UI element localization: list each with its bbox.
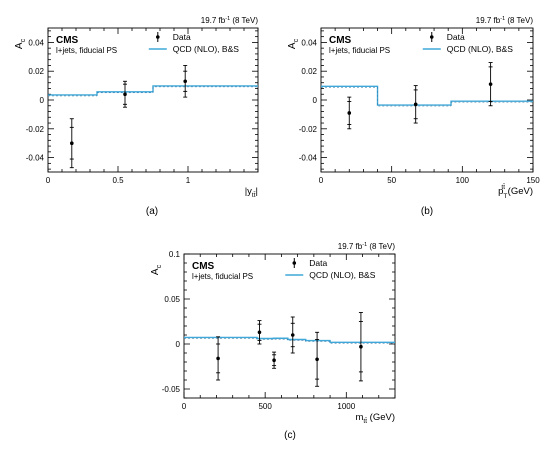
legend-data-marker	[156, 35, 160, 39]
y-tick-label: 0	[176, 340, 181, 349]
legend-data-label: Data	[173, 32, 191, 42]
x-tick-label: 0.5	[112, 176, 124, 185]
data-marker	[123, 92, 127, 97]
cms-sublabel: l+jets, fiducial PS	[56, 46, 117, 55]
data-point	[290, 316, 295, 354]
data-point	[123, 80, 127, 108]
x-tick-label: 1	[186, 176, 191, 185]
data-point	[216, 336, 221, 381]
legend-qcd-label: QCD (NLO), B&S	[173, 44, 239, 54]
qcd-step-curve	[184, 336, 395, 343]
x-tick-label: 500	[258, 402, 272, 411]
legend-data-label: Data	[309, 258, 327, 268]
y-tick-label: -0.04	[299, 154, 318, 163]
data-marker	[347, 111, 352, 115]
panel-caption: (b)	[421, 206, 433, 217]
data-point	[315, 331, 320, 387]
x-axis-label: mtt̄ (GeV)	[355, 412, 395, 425]
legend-data-marker	[429, 35, 434, 39]
legend-data-label: Data	[447, 32, 465, 42]
data-point	[272, 351, 277, 369]
x-tick-label: 150	[526, 176, 540, 185]
data-marker	[290, 333, 295, 337]
x-tick-label: 0	[182, 402, 187, 411]
data-marker	[183, 79, 187, 84]
legend-data-marker	[292, 261, 297, 265]
chart-panel-1: -0.04 -0.02 0 0.02 0.04 0 0.5 1 19.7 fb-1 (8 TeV…	[14, 16, 259, 217]
y-tick-label: -0.05	[162, 385, 181, 394]
data-marker	[413, 102, 418, 107]
qcd-uncertainty-band	[184, 338, 395, 344]
data-point	[347, 96, 352, 130]
data-marker	[488, 82, 493, 86]
cms-label: CMS	[329, 35, 352, 46]
data-marker	[359, 344, 363, 349]
lumi-header: 19.7 fb-1 (8 TeV)	[201, 16, 259, 25]
y-tick-label: 0.02	[301, 67, 317, 76]
data-marker	[216, 356, 220, 361]
qcd-step-curve	[321, 85, 533, 106]
data-point	[488, 62, 493, 107]
data-point	[413, 85, 418, 124]
y-axis-label: Ac	[14, 38, 27, 49]
panel-caption: (a)	[146, 206, 158, 217]
x-axis-label: |ytt̄|	[245, 186, 258, 199]
y-tick-label: 0.04	[28, 38, 44, 47]
y-axis-label: Ac	[287, 38, 300, 49]
x-tick-label: 0	[46, 176, 51, 185]
y-tick-label: -0.02	[299, 125, 318, 134]
x-tick-label: 50	[387, 176, 396, 185]
lumi-header: 19.7 fb-1 (8 TeV)	[338, 242, 396, 251]
y-tick-label: 0.02	[28, 67, 44, 76]
panel-caption: (c)	[284, 430, 296, 441]
y-tick-label: 0.04	[301, 38, 317, 47]
legend-qcd-label: QCD (NLO), B&S	[447, 44, 513, 54]
legend-qcd-label: QCD (NLO), B&S	[309, 270, 375, 280]
y-tick-label: 0	[313, 96, 318, 105]
data-point	[257, 320, 262, 345]
data-point	[358, 312, 363, 382]
cms-sublabel: l+jets, fiducial PS	[329, 46, 390, 55]
x-axis-label: pTtt̄ (GeV)	[498, 183, 533, 200]
data-marker	[315, 357, 319, 362]
cms-sublabel: l+jets, fiducial PS	[192, 272, 253, 281]
cms-label: CMS	[56, 35, 79, 46]
y-tick-label: 0	[40, 96, 45, 105]
data-point	[183, 64, 188, 98]
chart-panel-2: -0.04 -0.02 0 0.02 0.04 0 50 100 150 19.7 fb-1 (8…	[287, 16, 540, 217]
y-axis-label: Ac	[150, 264, 163, 275]
y-tick-label: -0.04	[26, 154, 45, 163]
data-marker	[272, 358, 276, 363]
x-tick-label: 0	[319, 176, 324, 185]
qcd-uncertainty-band	[321, 87, 533, 107]
y-tick-label: 0.05	[164, 295, 180, 304]
x-tick-label: 100	[456, 176, 470, 185]
cms-label: CMS	[192, 261, 215, 272]
data-marker	[257, 330, 262, 335]
lumi-header: 19.7 fb-1 (8 TeV)	[476, 16, 534, 25]
y-tick-label: 0.1	[169, 250, 181, 259]
data-point	[69, 118, 74, 169]
y-tick-label: -0.02	[26, 125, 45, 134]
x-tick-label: 1000	[337, 402, 355, 411]
data-marker	[70, 141, 74, 145]
